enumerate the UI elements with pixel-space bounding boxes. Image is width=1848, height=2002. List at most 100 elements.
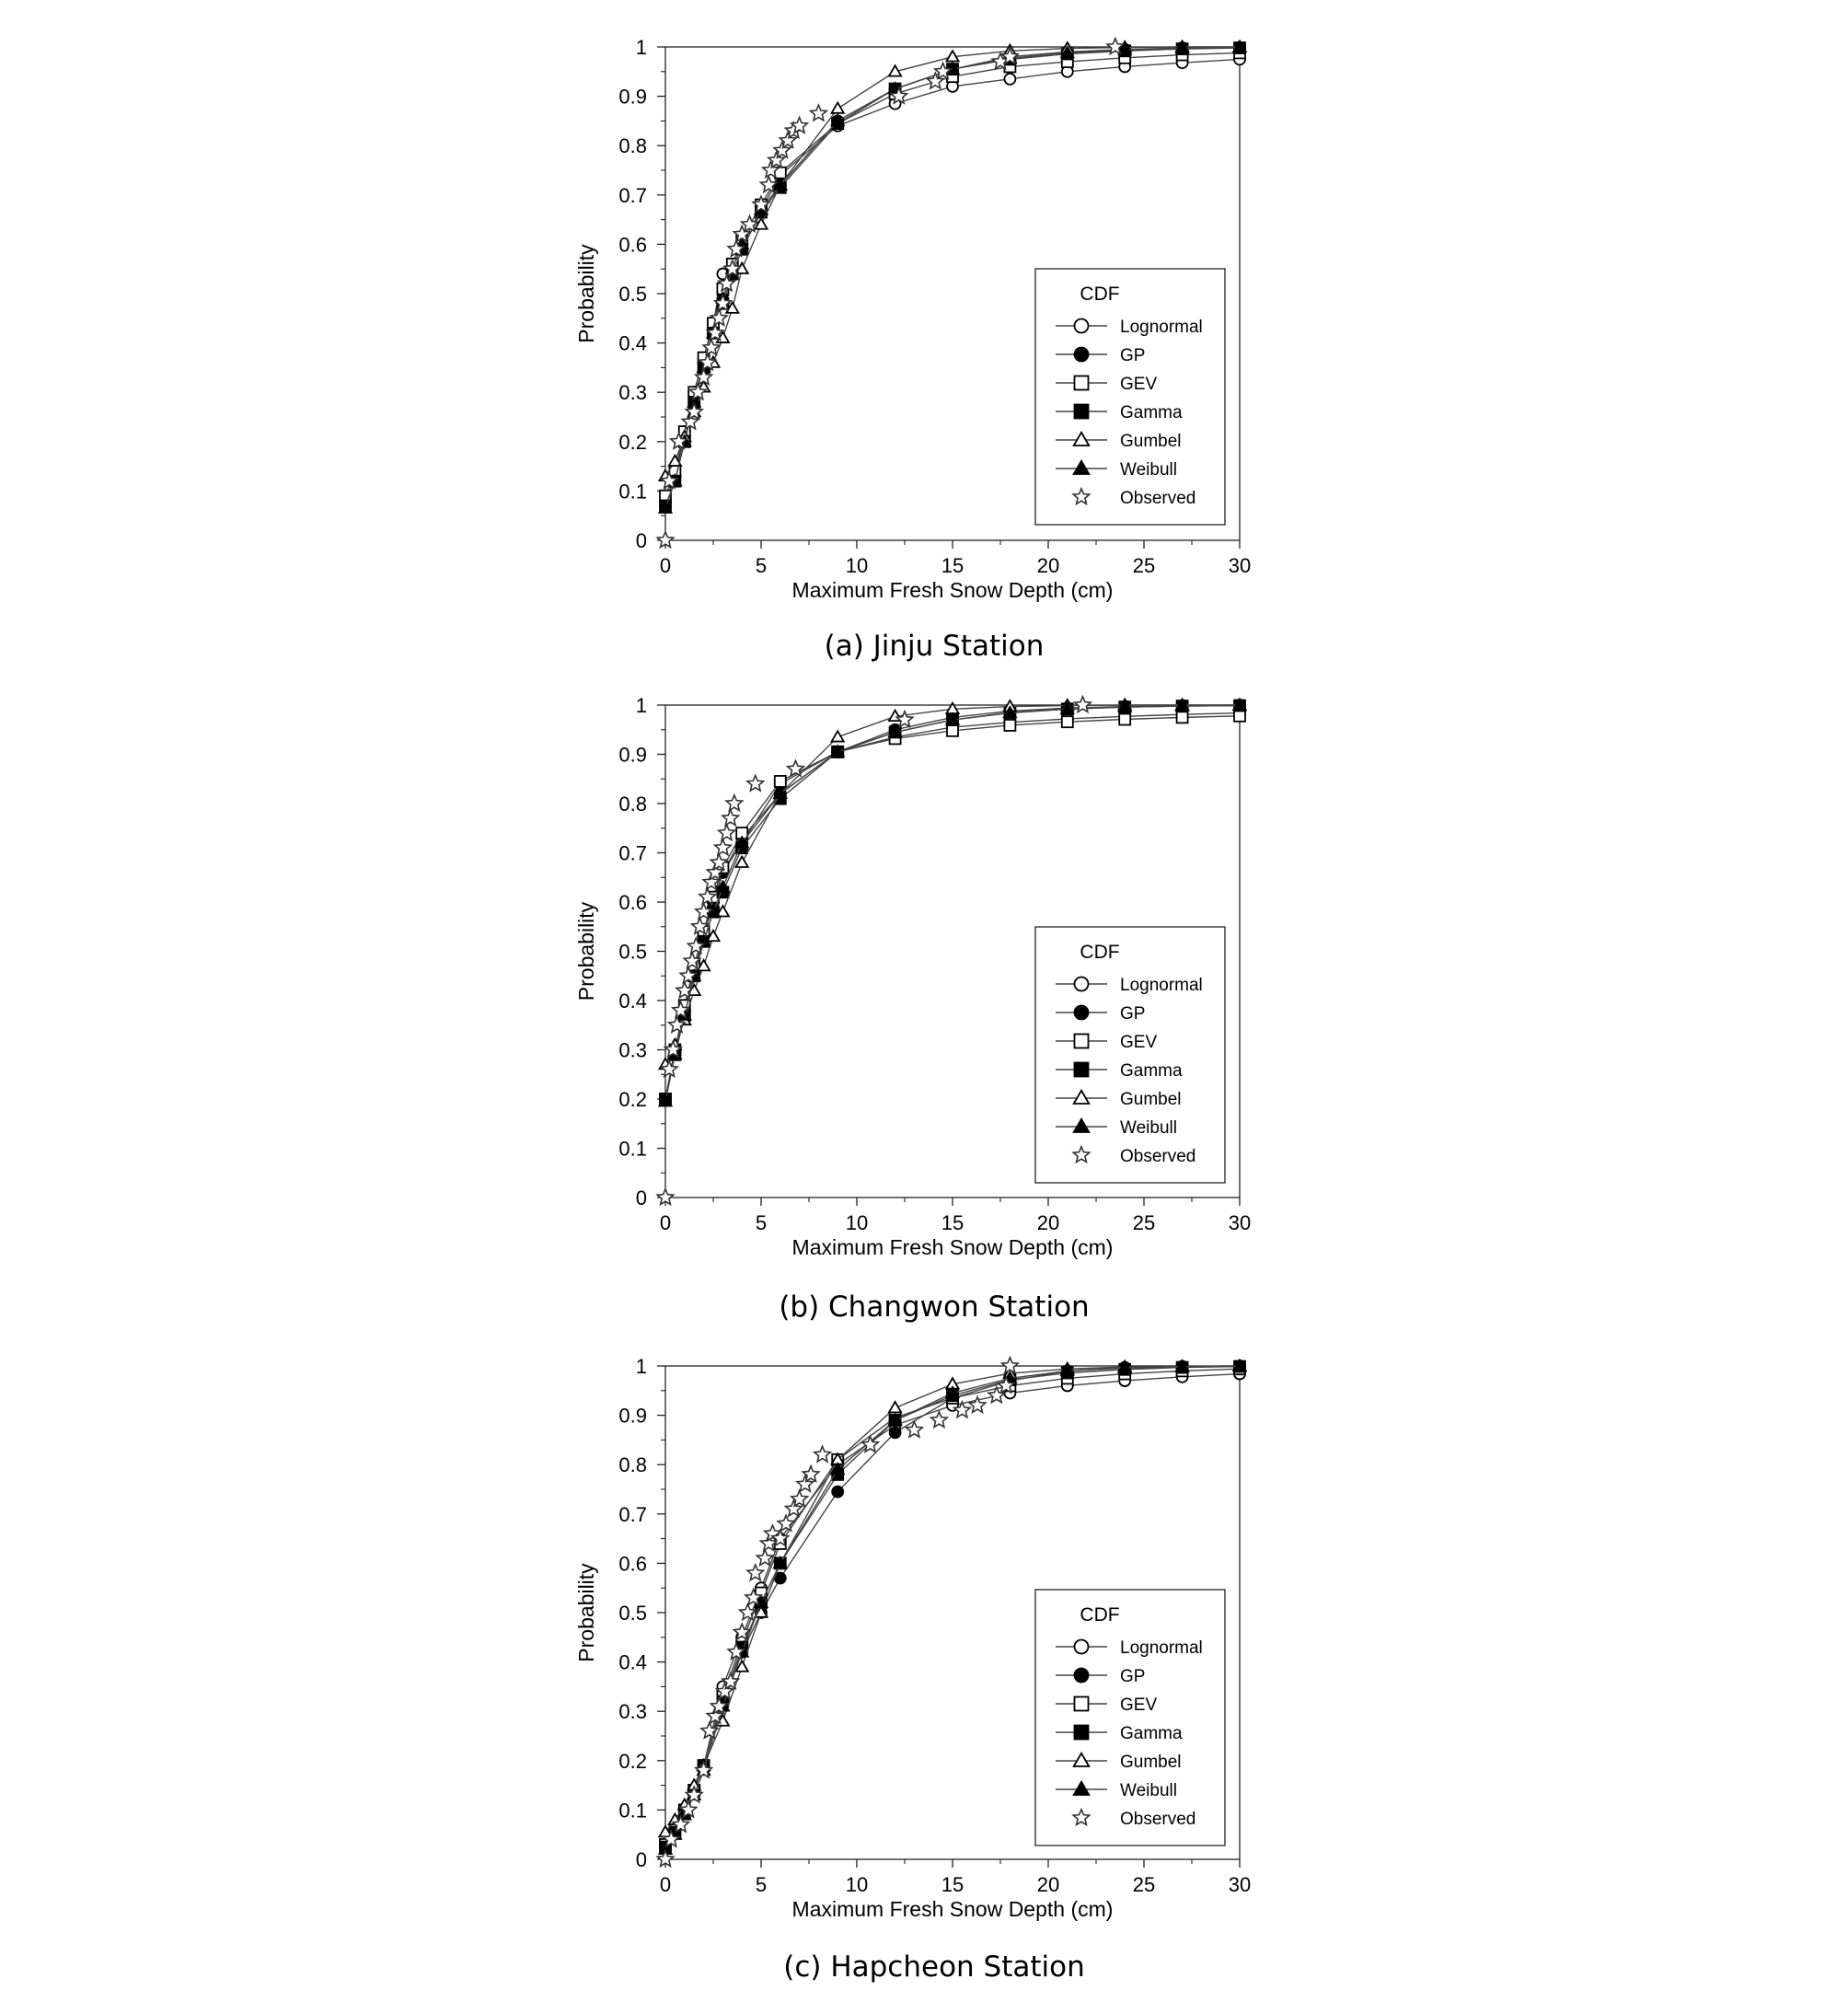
legend-marker xyxy=(1073,318,1090,334)
y-tick-label: 0.1 xyxy=(618,1799,647,1822)
x-axis-label: Maximum Fresh Snow Depth (cm) xyxy=(792,1235,1114,1259)
data-point-observed xyxy=(801,1464,821,1484)
x-tick-label: 15 xyxy=(941,554,964,577)
panel-3: 00.10.20.30.40.50.60.70.80.910 5 10 15 20 25 3… xyxy=(574,1355,1251,1984)
data-point-gev xyxy=(946,723,959,737)
y-tick-label: 0.4 xyxy=(618,989,647,1013)
y-tick-label: 0.4 xyxy=(618,332,647,355)
legend-item-gamma: Gamma xyxy=(1056,1724,1183,1743)
data-point-observed xyxy=(929,1409,950,1429)
data-point-weibull xyxy=(1231,698,1248,712)
legend-label: GEV xyxy=(1120,1033,1157,1052)
data-point-observed xyxy=(678,965,699,985)
series-observed xyxy=(655,694,1093,1207)
legend-marker xyxy=(1073,976,1090,992)
legend-marker xyxy=(1071,486,1091,506)
data-point-gumbel xyxy=(696,958,711,972)
data-point-weibull xyxy=(887,1412,903,1426)
data-point-observed xyxy=(701,337,722,357)
data-point-observed xyxy=(661,1829,681,1848)
legend-label: Gumbel xyxy=(1120,432,1182,451)
data-point-gumbel xyxy=(753,216,769,230)
legend-item-gumbel: Gumbel xyxy=(1056,1751,1182,1772)
data-point-weibull xyxy=(1117,699,1133,712)
data-point-gumbel xyxy=(887,1400,903,1414)
legend-label: Lognormal xyxy=(1120,318,1203,337)
y-tick-label: 0.2 xyxy=(618,1750,647,1773)
legend-marker xyxy=(1073,375,1090,391)
legend-label: GEV xyxy=(1120,375,1157,394)
data-point-gev xyxy=(1060,715,1074,729)
legend-item-weibull: Weibull xyxy=(1056,1117,1177,1138)
data-point-weibull xyxy=(1059,700,1075,714)
data-point-weibull xyxy=(1059,45,1075,59)
data-point-observed xyxy=(766,149,787,169)
data-point-observed xyxy=(758,1533,780,1553)
data-point-observed xyxy=(724,793,745,813)
data-point-observed xyxy=(808,103,829,122)
x-tick-label: 30 xyxy=(1229,1211,1251,1234)
data-point-gev xyxy=(1175,711,1189,724)
data-point-observed xyxy=(789,115,810,134)
data-point-observed xyxy=(675,980,695,1000)
data-point-gev xyxy=(1118,712,1132,726)
legend-item-gamma: Gamma xyxy=(1056,1061,1183,1081)
data-point-observed xyxy=(714,1681,735,1700)
data-point-gumbel xyxy=(887,64,903,77)
legend-label: Weibull xyxy=(1120,1118,1177,1138)
legend-item-gp: GP xyxy=(1056,1667,1145,1686)
data-point-observed xyxy=(666,1014,687,1034)
data-point-weibull xyxy=(887,724,903,738)
data-point-weibull xyxy=(1059,1362,1075,1377)
x-tick-label: 5 xyxy=(756,554,767,577)
legend-label: Observed xyxy=(1120,1810,1195,1829)
y-tick-label: 0.5 xyxy=(618,941,647,964)
x-tick-label: 15 xyxy=(941,1211,964,1234)
y-tick-label: 0.3 xyxy=(618,1039,647,1062)
data-point-observed xyxy=(770,1528,791,1547)
data-point-observed xyxy=(693,901,714,920)
y-tick-label: 0 xyxy=(636,529,647,552)
legend-label: Gamma xyxy=(1120,1061,1183,1081)
data-point-observed xyxy=(751,194,771,214)
data-point-observed xyxy=(682,950,702,970)
y-axis-label: Probability xyxy=(574,244,598,343)
y-tick-label: 0.4 xyxy=(618,1651,647,1674)
data-point-observed xyxy=(687,381,709,401)
data-point-observed xyxy=(684,401,704,421)
data-point-weibull xyxy=(715,879,731,893)
data-point-gp xyxy=(888,1426,902,1440)
data-point-observed xyxy=(663,1039,684,1059)
data-point-observed xyxy=(737,1602,758,1622)
data-point-observed xyxy=(686,935,707,955)
y-tick-label: 0.7 xyxy=(618,842,647,865)
data-point-observed xyxy=(693,366,714,387)
data-point-weibull xyxy=(944,712,961,725)
data-point-observed xyxy=(743,1587,764,1607)
data-point-observed xyxy=(720,1671,741,1691)
data-point-weibull xyxy=(1002,705,1018,719)
legend-item-gumbel: Gumbel xyxy=(1056,430,1182,451)
data-point-observed xyxy=(987,1384,1007,1405)
data-point-observed xyxy=(739,214,760,234)
data-point-observed xyxy=(659,1059,679,1079)
legend-label: Lognormal xyxy=(1120,976,1203,995)
panel-caption: (a) Jinju Station xyxy=(825,630,1045,663)
data-point-weibull xyxy=(830,113,846,127)
legend-label: GP xyxy=(1120,1004,1145,1024)
data-point-observed xyxy=(716,822,737,842)
data-point-weibull xyxy=(1174,698,1190,712)
data-point-observed xyxy=(932,61,953,80)
legend-marker xyxy=(1073,403,1090,420)
y-tick-label: 0 xyxy=(636,1848,647,1871)
data-point-gumbel xyxy=(715,904,731,918)
y-tick-label: 0.8 xyxy=(618,1453,647,1476)
x-tick-label: 20 xyxy=(1037,1211,1059,1234)
y-tick-label: 0.7 xyxy=(618,1503,647,1526)
y-tick-label: 1 xyxy=(636,1355,647,1378)
legend-item-weibull: Weibull xyxy=(1056,1779,1177,1800)
data-point-observed xyxy=(732,1622,752,1641)
y-tick-label: 0.6 xyxy=(618,233,647,256)
